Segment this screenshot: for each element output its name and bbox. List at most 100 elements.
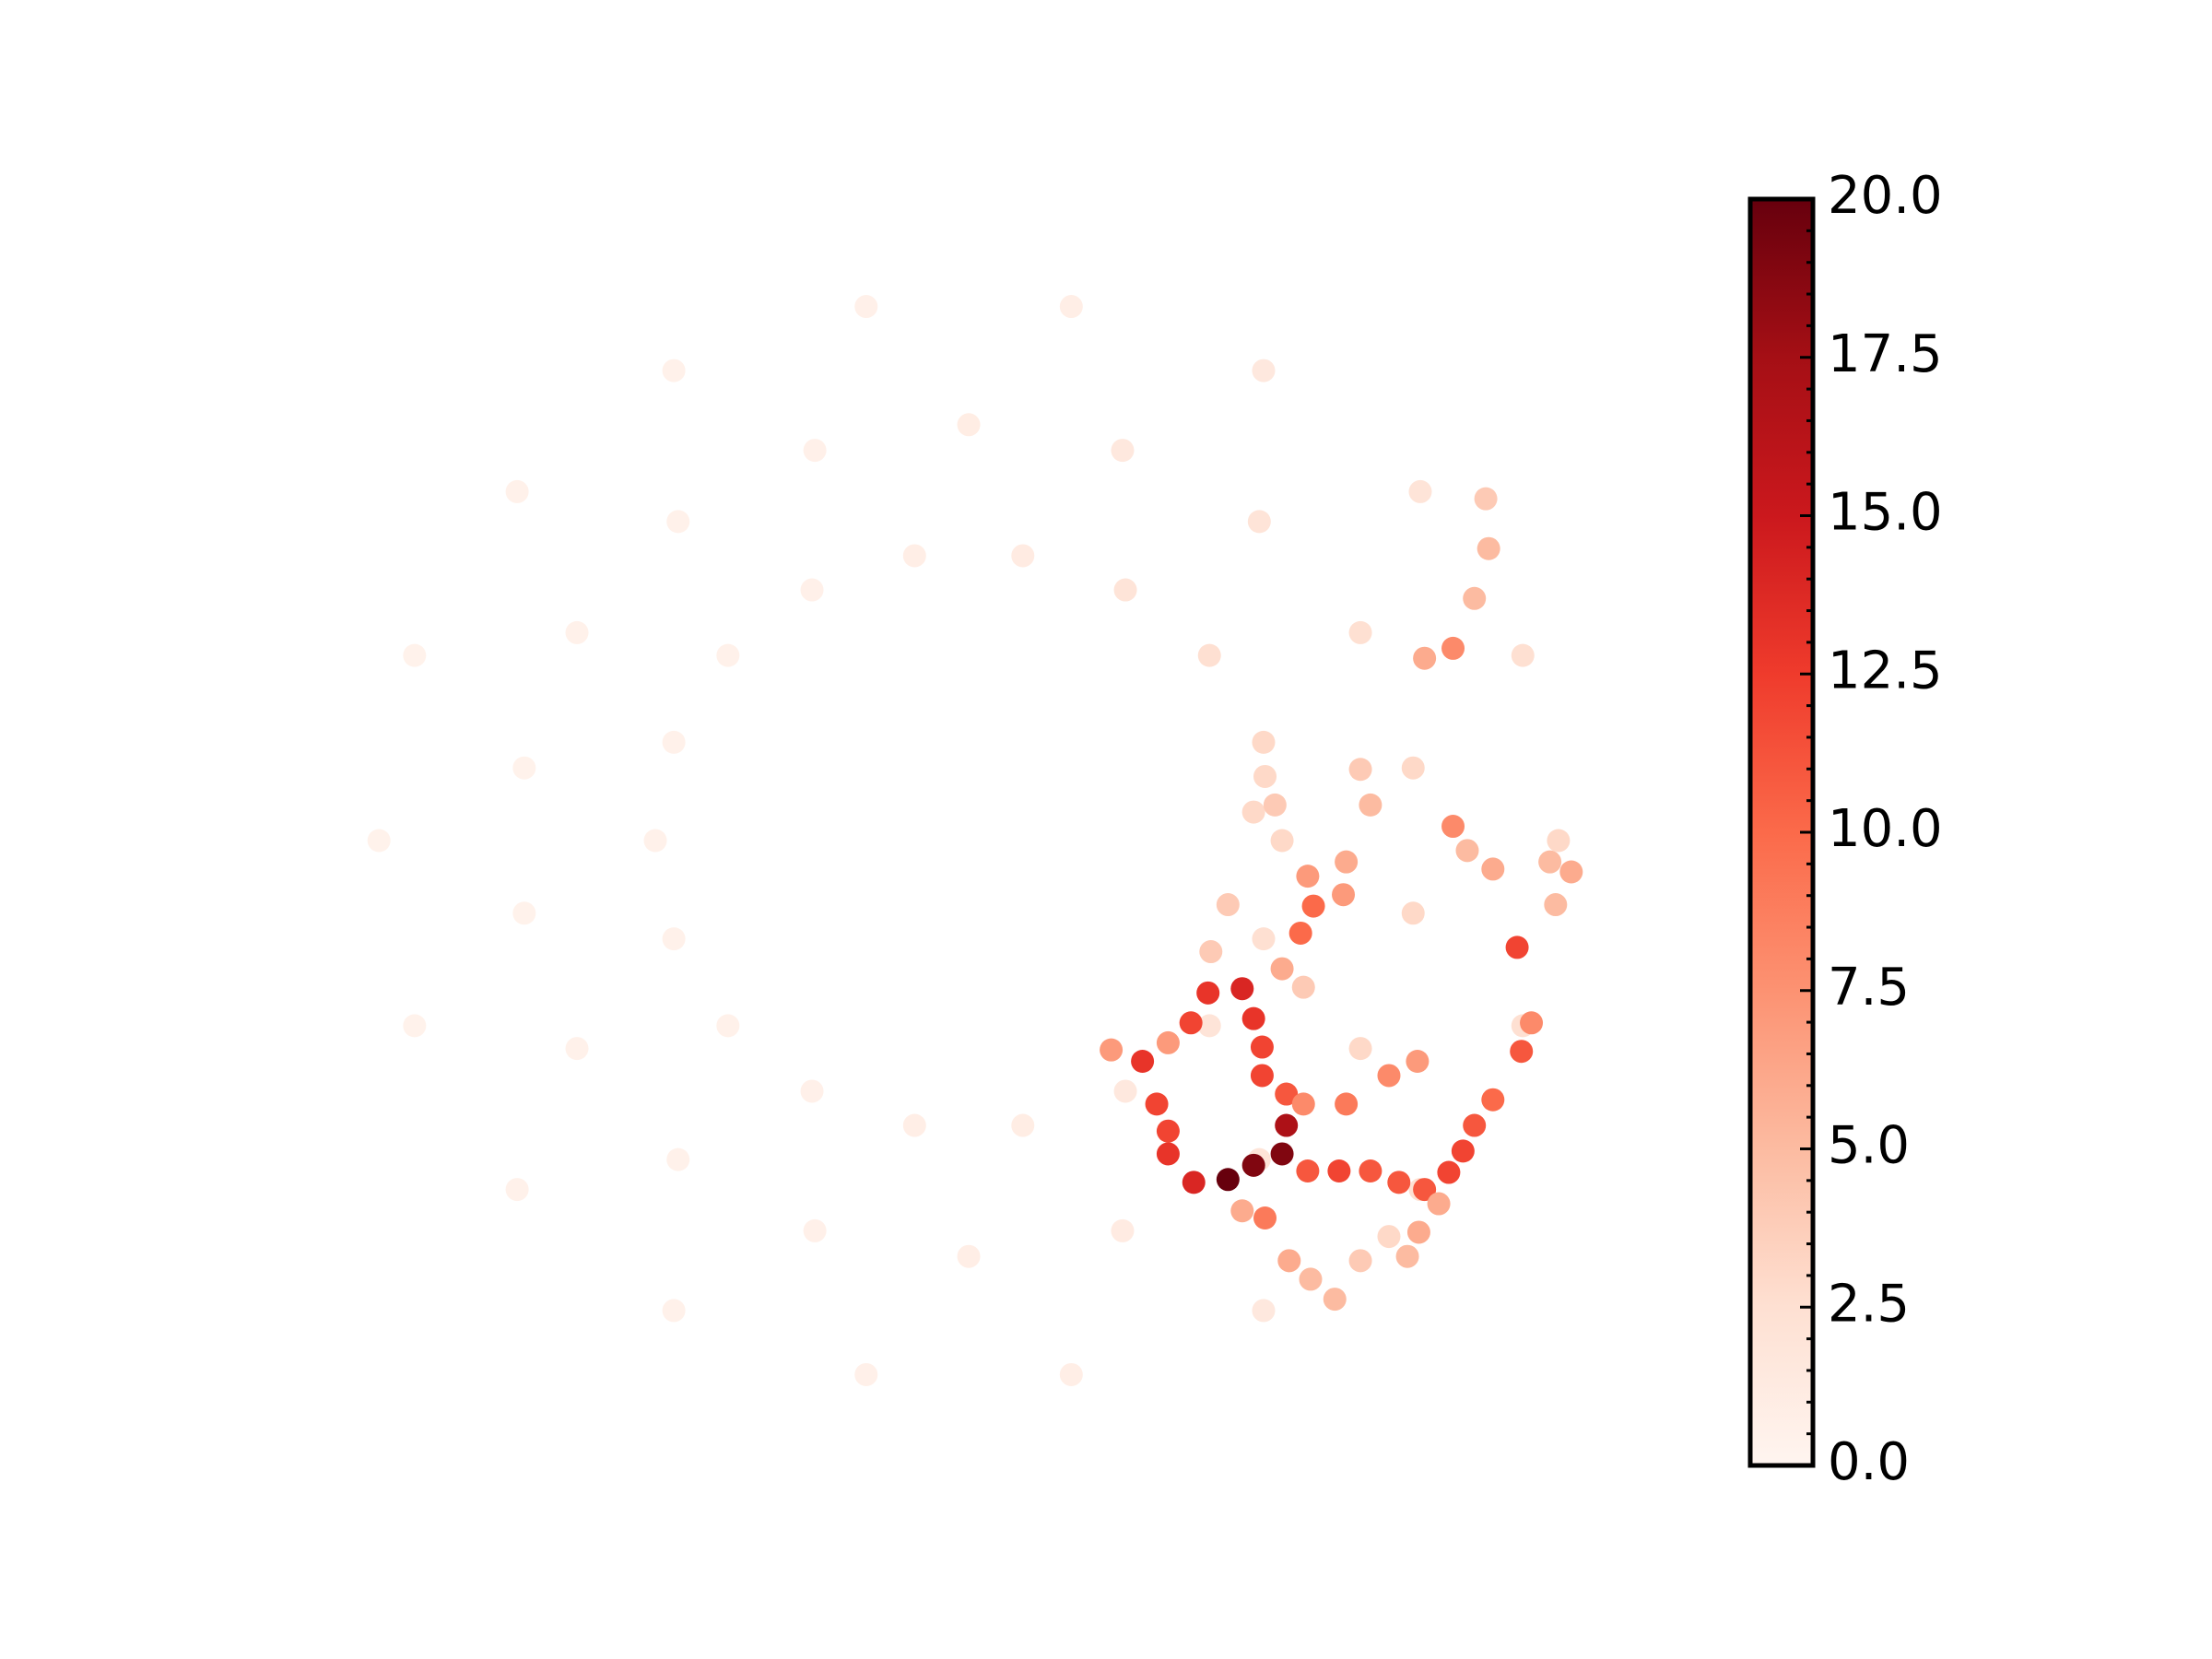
point: [1196, 981, 1220, 1005]
point: [662, 730, 686, 754]
point: [1252, 359, 1276, 382]
point: [800, 1079, 824, 1103]
point: [1301, 894, 1325, 918]
point: [1377, 1064, 1401, 1088]
point: [1111, 1218, 1135, 1242]
point: [1291, 975, 1315, 999]
point: [854, 295, 878, 319]
point: [1406, 1220, 1430, 1244]
point: [1241, 1153, 1265, 1177]
point: [1111, 439, 1135, 463]
point: [1230, 1199, 1254, 1223]
point: [1216, 893, 1240, 917]
colorbar-tick-label: 17.5: [1828, 324, 1943, 384]
point: [1270, 1142, 1294, 1166]
point: [1241, 800, 1265, 824]
point: [1359, 793, 1382, 817]
point: [1413, 1178, 1437, 1202]
point: [505, 1178, 529, 1202]
point: [1199, 940, 1223, 964]
point: [1547, 829, 1571, 853]
point: [1197, 1014, 1221, 1038]
scatter-points: [367, 295, 1583, 1386]
point: [803, 1218, 827, 1242]
point: [662, 359, 686, 382]
point: [1131, 1050, 1155, 1074]
point: [1113, 1079, 1137, 1103]
point: [1059, 1362, 1083, 1386]
point: [403, 1014, 427, 1038]
point: [662, 1299, 686, 1323]
colorbar: 0.0 2.5 5.0 7.5 10.0 12.5 15.0 17.5 20.0: [1747, 166, 1943, 1492]
point: [1348, 1037, 1372, 1061]
point: [1296, 1159, 1320, 1182]
point: [1247, 510, 1271, 534]
point: [643, 829, 667, 853]
point: [1179, 1011, 1203, 1035]
point: [1113, 578, 1137, 602]
colorbar-tick-label: 0.0: [1828, 1432, 1910, 1492]
colorbar-tick-label: 10.0: [1828, 799, 1943, 859]
point: [1477, 536, 1500, 560]
colorbar-tick-label: 5.0: [1828, 1116, 1910, 1176]
point: [1505, 935, 1529, 959]
point: [1406, 1050, 1430, 1074]
point: [1437, 1160, 1461, 1184]
point: [1463, 586, 1487, 610]
point: [1250, 1035, 1274, 1059]
point: [565, 1037, 589, 1061]
point: [716, 1014, 740, 1038]
point: [1427, 1192, 1451, 1216]
point: [1277, 1249, 1301, 1273]
point: [902, 544, 926, 568]
point: [1441, 636, 1465, 660]
point: [1197, 643, 1221, 667]
point: [1348, 1249, 1372, 1273]
point: [1401, 901, 1425, 925]
colorbar-tick-label: 15.0: [1828, 483, 1943, 543]
point: [1275, 1082, 1299, 1106]
point: [957, 413, 981, 437]
point: [1401, 756, 1425, 780]
point: [1250, 1064, 1274, 1088]
point: [1156, 1030, 1180, 1054]
point: [1348, 758, 1372, 782]
point: [403, 643, 427, 667]
point: [1481, 1088, 1505, 1112]
point: [1387, 1171, 1411, 1194]
point: [1253, 1206, 1277, 1230]
point: [1377, 1225, 1401, 1249]
point: [1270, 957, 1294, 981]
point: [1156, 1119, 1180, 1143]
point: [1510, 1040, 1534, 1064]
point: [666, 510, 690, 534]
point: [1332, 883, 1356, 907]
point: [1335, 850, 1359, 874]
point: [1100, 1038, 1124, 1062]
point: [1059, 295, 1083, 319]
colorbar-frame: [1747, 196, 1816, 1468]
point: [1451, 1139, 1475, 1163]
point: [1348, 620, 1372, 644]
point: [716, 643, 740, 667]
point: [1263, 793, 1287, 817]
point: [1275, 1113, 1299, 1137]
point: [367, 829, 391, 853]
point: [1252, 927, 1276, 951]
colorbar-tick-label: 20.0: [1828, 166, 1943, 226]
point: [1441, 815, 1465, 839]
point: [666, 1147, 690, 1171]
point: [662, 927, 686, 951]
point: [1241, 1006, 1265, 1030]
point: [1296, 865, 1320, 888]
colorbar-tick-label: 12.5: [1828, 641, 1943, 700]
point: [512, 756, 536, 780]
point: [1011, 1113, 1035, 1137]
point: [1395, 1244, 1419, 1268]
point: [1544, 893, 1568, 917]
point: [1253, 764, 1277, 788]
point: [565, 620, 589, 644]
point: [512, 901, 536, 925]
point: [1291, 1092, 1315, 1116]
